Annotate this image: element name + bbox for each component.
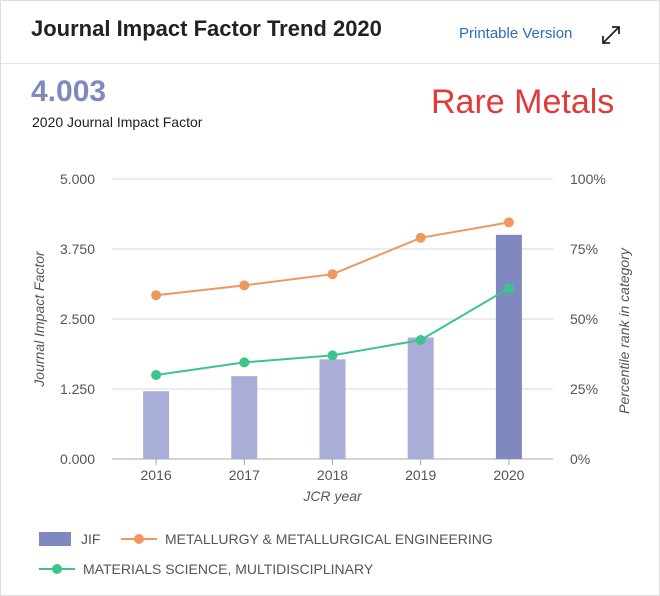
series-point-1	[239, 357, 250, 368]
series-point-0	[415, 232, 426, 243]
jif-label: 2020 Journal Impact Factor	[32, 114, 203, 130]
y-axis-label-left: Journal Impact Factor	[31, 250, 47, 388]
y-tick-right: 100%	[570, 171, 606, 187]
expand-icon[interactable]	[599, 23, 623, 47]
legend-label-materials: MATERIALS SCIENCE, MULTIDISCIPLINARY	[83, 561, 374, 577]
legend-swatch-jif	[39, 532, 71, 546]
series-point-1	[151, 370, 162, 380]
series-point-0	[151, 290, 162, 301]
y-tick-left: 0.000	[60, 451, 95, 467]
legend-item-materials[interactable]: MATERIALS SCIENCE, MULTIDISCIPLINARY	[39, 557, 373, 581]
bar-jif	[231, 376, 258, 459]
y-tick-right: 50%	[570, 311, 598, 327]
legend-item-jif[interactable]: JIF	[39, 527, 100, 551]
bar-jif	[495, 234, 522, 459]
legend-swatch-materials	[39, 564, 75, 574]
legend-label-jif: JIF	[81, 531, 101, 547]
card-title: Journal Impact Factor Trend 2020	[31, 16, 382, 41]
series-point-1	[327, 350, 338, 361]
y-axis-label-right: Percentile rank in category	[616, 247, 632, 414]
legend-label-metallurgy: METALLURGY & METALLURGICAL ENGINEERING	[165, 531, 493, 547]
series-line-0	[155, 221, 510, 297]
y-tick-right: 75%	[570, 241, 598, 257]
series-point-1	[503, 283, 514, 294]
y-tick-right: 0%	[570, 451, 590, 467]
x-tick-label: 2016	[141, 467, 172, 483]
series-point-1	[415, 335, 426, 345]
journal-name: Rare Metals	[431, 83, 615, 121]
x-tick-label: 2018	[317, 467, 348, 483]
x-tick-label: 2019	[405, 467, 436, 483]
series-point-0	[327, 269, 338, 280]
x-tick-label: 2020	[493, 467, 524, 483]
y-tick-left: 5.000	[60, 171, 95, 187]
card-header: Journal Impact Factor Trend 2020 Printab…	[1, 1, 659, 64]
jif-value: 4.003	[31, 75, 107, 108]
y-tick-left: 2.500	[60, 311, 95, 327]
x-axis-label: JCR year	[302, 488, 363, 504]
series-point-0	[239, 280, 250, 291]
bar-jif	[143, 391, 170, 459]
legend-swatch-metallurgy	[121, 534, 157, 544]
series-point-0	[503, 217, 514, 228]
chart-legend: JIF METALLURGY & METALLURGICAL ENGINEERI…	[39, 527, 639, 587]
printable-version-link[interactable]: Printable Version	[459, 25, 573, 42]
bar-jif	[319, 359, 346, 459]
y-tick-left: 3.750	[60, 241, 95, 257]
y-tick-left: 1.250	[60, 381, 95, 397]
jif-chart: 0.000 0% 1.250 25% 2.500 50% 3.750 75% 5.000 100%…	[31, 171, 632, 504]
y-tick-right: 25%	[570, 381, 598, 397]
legend-item-metallurgy[interactable]: METALLURGY & METALLURGICAL ENGINEERING	[121, 527, 493, 551]
bar-jif	[407, 337, 434, 459]
x-tick-label: 2017	[229, 467, 260, 483]
